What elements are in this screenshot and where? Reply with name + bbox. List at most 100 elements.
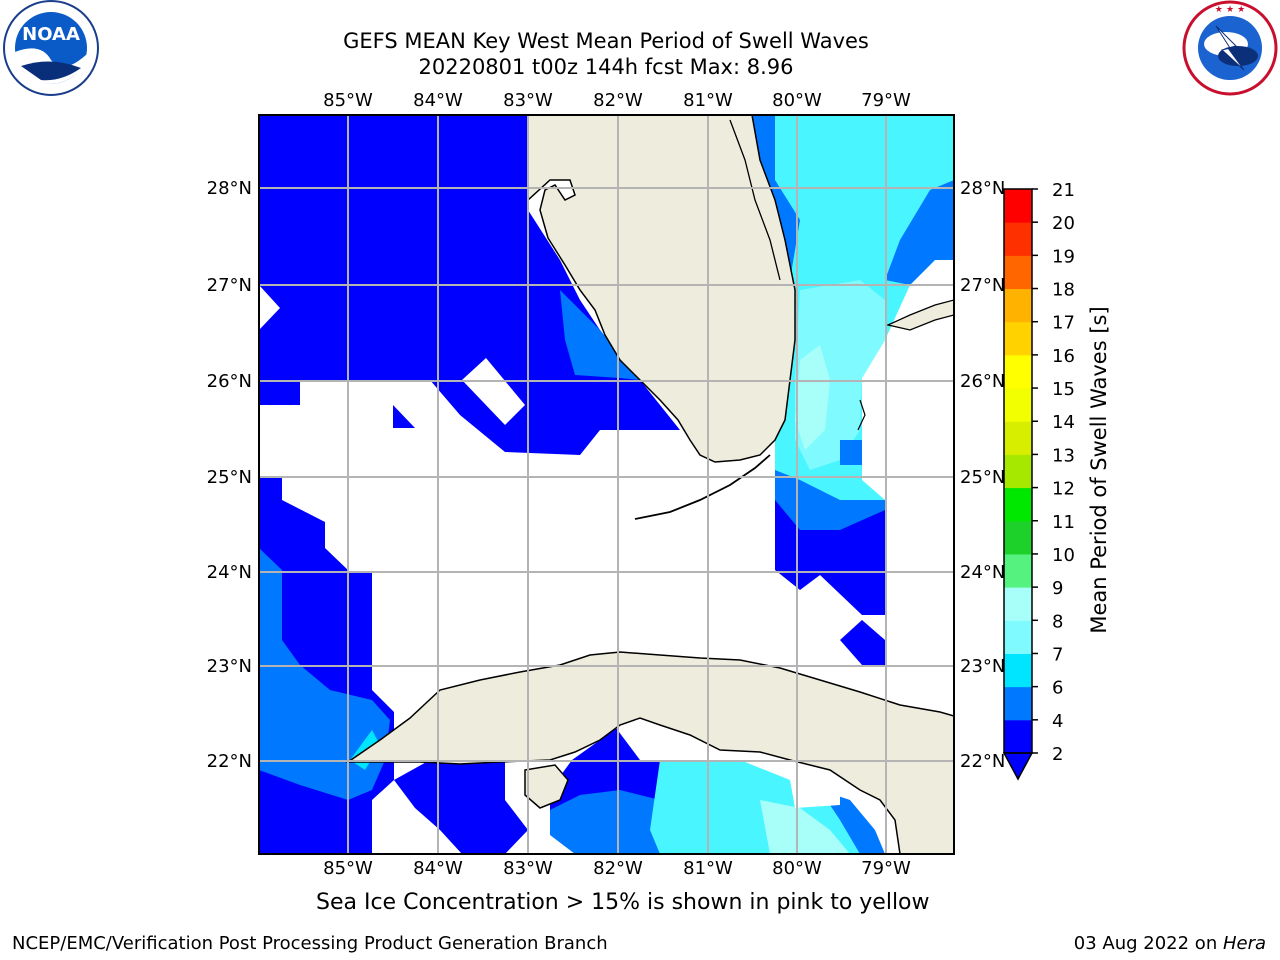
colorbar-band xyxy=(1004,520,1032,555)
colorbar-band xyxy=(1004,719,1032,754)
map-frame xyxy=(258,114,955,855)
lat-label-left: 23°N xyxy=(207,656,252,677)
lon-label-top: 85°W xyxy=(323,90,373,111)
wave-field-keys-hole xyxy=(930,260,954,300)
lat-label-left: 22°N xyxy=(207,751,252,772)
colorbar-tick-label: 4 xyxy=(1052,711,1063,732)
nws-logo: ★ ★ ★ xyxy=(1182,0,1278,96)
colorbar-tick-label: 12 xyxy=(1052,479,1075,500)
map-gridlines xyxy=(259,115,954,854)
lon-label-bottom: 84°W xyxy=(413,858,463,879)
colorbar-frame xyxy=(1003,188,1033,754)
footer-credit: NCEP/EMC/Verification Post Processing Pr… xyxy=(12,933,608,954)
bahamas-coast xyxy=(885,299,954,331)
colorbar-tick-label: 17 xyxy=(1052,313,1075,334)
colorbar-tick-label: 18 xyxy=(1052,280,1075,301)
footer-host: Hera xyxy=(1222,933,1266,954)
colorbar-tick-label: 11 xyxy=(1052,512,1075,533)
colorbar-band xyxy=(1004,222,1032,256)
noaa-logo: NOAA xyxy=(3,0,99,96)
wave-field-gulf-island xyxy=(393,405,415,428)
lon-label-bottom: 82°W xyxy=(593,858,643,879)
wave-field-cuba-south-4s xyxy=(550,790,680,854)
colorbar-tick-label: 20 xyxy=(1052,213,1075,234)
florida-land xyxy=(527,115,796,463)
colorbar-band xyxy=(1004,388,1032,422)
colorbar-band xyxy=(1004,620,1032,654)
lon-label-top: 84°W xyxy=(413,90,463,111)
colorbar-tick-label: 19 xyxy=(1052,246,1075,267)
lon-label-bottom: 83°W xyxy=(503,858,553,879)
map-panel xyxy=(259,115,954,854)
lat-label-right: 26°N xyxy=(960,371,1005,392)
lat-label-right: 24°N xyxy=(960,562,1005,583)
lon-label-top: 79°W xyxy=(861,90,911,111)
colorbar-band xyxy=(1004,288,1032,323)
colorbar-band xyxy=(1004,354,1032,389)
svg-text:★ ★ ★: ★ ★ ★ xyxy=(1215,5,1245,15)
lat-label-left: 28°N xyxy=(207,178,252,199)
lat-label-left: 27°N xyxy=(207,275,252,296)
wave-field-keys-2s xyxy=(775,500,885,615)
colorbar-band xyxy=(1004,321,1032,356)
colorbar-tick-label: 13 xyxy=(1052,445,1075,466)
colorbar-tick-label: 9 xyxy=(1052,578,1063,599)
lon-label-bottom: 80°W xyxy=(772,858,822,879)
lon-label-bottom: 85°W xyxy=(323,858,373,879)
lat-label-right: 27°N xyxy=(960,275,1005,296)
wave-field-yucatan-se xyxy=(394,760,528,854)
colorbar-tick-label: 16 xyxy=(1052,346,1075,367)
wave-field-gulf-west-hole xyxy=(259,285,280,330)
footer-date-text: 03 Aug 2022 on xyxy=(1073,933,1223,954)
chart-subtitle: 20220801 t00z 144h fcst Max: 8.96 xyxy=(418,55,794,79)
lon-label-bottom: 79°W xyxy=(861,858,911,879)
lon-label-top: 80°W xyxy=(772,90,822,111)
colorbar-band xyxy=(1004,553,1032,588)
noaa-logo-text: NOAA xyxy=(22,24,80,45)
wave-field-atlantic-ne xyxy=(885,180,954,285)
colorbar-tick-label: 10 xyxy=(1052,545,1075,566)
wave-field-white-gap xyxy=(790,780,840,808)
andros-island xyxy=(857,399,866,431)
wave-field-yucatan-4s xyxy=(259,548,390,800)
wave-field-cuba-south-blue xyxy=(820,790,885,854)
lat-label-left: 24°N xyxy=(207,562,252,583)
wave-field-gulf-hole xyxy=(462,358,525,425)
wave-field-fl-coast-4s xyxy=(840,440,862,465)
lon-label-top: 81°W xyxy=(683,90,733,111)
lon-label-top: 83°W xyxy=(503,90,553,111)
chart-title: GEFS MEAN Key West Mean Period of Swell … xyxy=(343,29,869,53)
sea-ice-caption: Sea Ice Concentration > 15% is shown in … xyxy=(316,890,930,915)
wave-field-atlantic-9s xyxy=(795,345,830,450)
colorbar-tick-label: 21 xyxy=(1052,180,1075,201)
colorbar-tick-label: 15 xyxy=(1052,379,1075,400)
colorbar-tick-label: 2 xyxy=(1052,744,1063,765)
wave-field-atlantic-4s xyxy=(752,115,800,280)
colorbar-tick-label: 14 xyxy=(1052,412,1075,433)
wave-field-keys-diamond xyxy=(840,620,885,665)
lat-label-right: 23°N xyxy=(960,656,1005,677)
footer-date: 03 Aug 2022 on Hera xyxy=(1074,933,1266,954)
lat-label-left: 26°N xyxy=(207,371,252,392)
colorbar-tick-label: 7 xyxy=(1052,644,1063,665)
colorbar-band xyxy=(1004,255,1032,290)
florida-east-lagoon xyxy=(729,119,781,281)
colorbar-band xyxy=(1004,587,1032,621)
colorbar-band xyxy=(1004,421,1032,455)
colorbar-tick-label: 6 xyxy=(1052,678,1063,699)
colorbar-band xyxy=(1004,454,1032,489)
cuba-land xyxy=(345,651,954,854)
isle-of-youth xyxy=(524,764,569,809)
lat-label-right: 22°N xyxy=(960,751,1005,772)
florida-keys xyxy=(634,454,771,520)
colorbar-label: Mean Period of Swell Waves [s] xyxy=(1087,306,1111,633)
colorbar-band xyxy=(1004,686,1032,721)
colorbar-band xyxy=(1004,653,1032,688)
colorbar-band xyxy=(1004,189,1032,223)
colorbar-band xyxy=(1004,487,1032,522)
lat-label-right: 25°N xyxy=(960,467,1005,488)
colorbar: 2 4 6 7 8 9 10 11 12 13 14 15 16 17 18 19 20 21 xyxy=(1002,180,1075,781)
lat-label-right: 28°N xyxy=(960,178,1005,199)
lon-label-bottom: 81°W xyxy=(683,858,733,879)
